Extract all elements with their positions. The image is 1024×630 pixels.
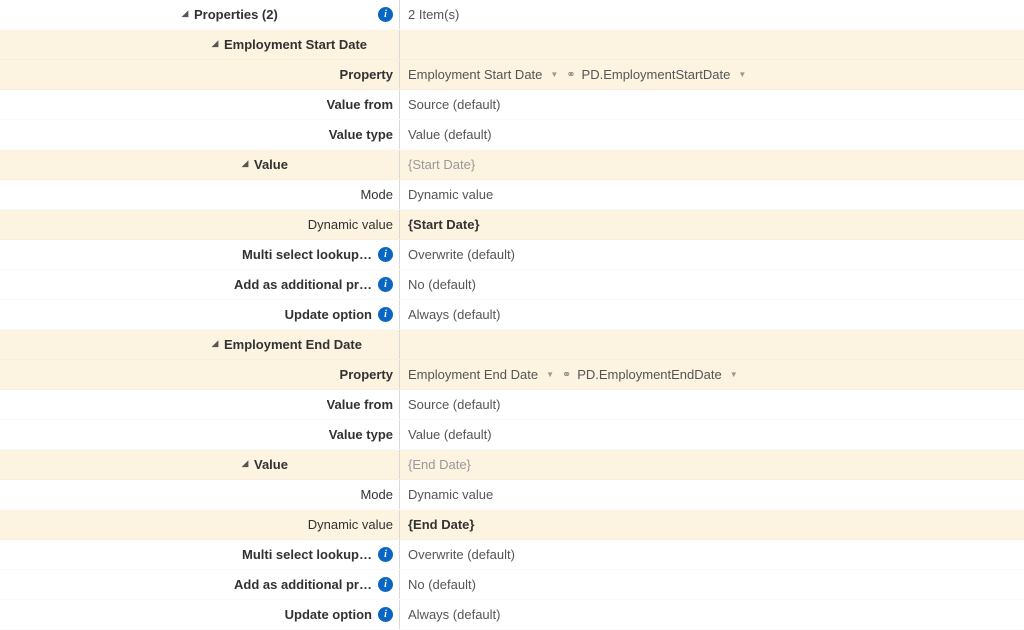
info-icon[interactable]: i	[378, 607, 393, 622]
mode-row: Mode Dynamic value	[0, 480, 1024, 510]
value-type-label: Value type	[329, 427, 393, 442]
dynamic-value-value[interactable]: {Start Date}	[408, 217, 480, 232]
dropdown-icon[interactable]: ▼	[548, 70, 560, 79]
value-type-row: Value type Value (default)	[0, 420, 1024, 450]
mode-row: Mode Dynamic value	[0, 180, 1024, 210]
value-from-row: Value from Source (default)	[0, 90, 1024, 120]
properties-count: 2 Item(s)	[408, 7, 459, 22]
section-heading-row: ◢ Employment Start Date	[0, 30, 1024, 60]
property-value-cell[interactable]: Employment End Date ▼ ⚭ PD.EmploymentEnd…	[400, 367, 1024, 382]
value-block-expander[interactable]: ◢ Value	[240, 157, 288, 172]
dropdown-icon[interactable]: ▼	[736, 70, 748, 79]
info-icon[interactable]: i	[378, 7, 393, 22]
property-display: Employment Start Date	[408, 67, 542, 82]
property-label: Property	[340, 367, 393, 382]
update-option-label: Update option	[285, 307, 372, 322]
section-heading: Employment Start Date	[224, 37, 367, 52]
dynamic-value-label: Dynamic value	[308, 517, 393, 532]
dynamic-value-row: Dynamic value {End Date}	[0, 510, 1024, 540]
multi-select-value[interactable]: Overwrite (default)	[408, 547, 515, 562]
value-from-label: Value from	[327, 397, 393, 412]
chevron-down-icon: ◢	[180, 8, 190, 19]
link-icon: ⚭	[566, 68, 575, 81]
property-row: Property Employment Start Date ▼ ⚭ PD.Em…	[0, 60, 1024, 90]
add-additional-row: Add as additional pr… i No (default)	[0, 570, 1024, 600]
property-label: Property	[340, 67, 393, 82]
value-block-expander[interactable]: ◢ Value	[240, 457, 288, 472]
property-binding: PD.EmploymentStartDate	[582, 67, 731, 82]
value-type-value[interactable]: Value (default)	[408, 427, 492, 442]
add-additional-label: Add as additional pr…	[234, 277, 372, 292]
value-from-label: Value from	[327, 97, 393, 112]
dropdown-icon[interactable]: ▼	[728, 370, 740, 379]
chevron-down-icon: ◢	[240, 458, 250, 469]
add-additional-value[interactable]: No (default)	[408, 577, 476, 592]
mode-label: Mode	[360, 487, 393, 502]
value-block-heading-row: ◢ Value {End Date}	[0, 450, 1024, 480]
update-option-label: Update option	[285, 607, 372, 622]
properties-expander[interactable]: ◢ Properties (2)	[180, 7, 278, 22]
value-block-summary: {End Date}	[408, 457, 471, 472]
value-block-heading: Value	[254, 457, 288, 472]
multi-select-label: Multi select lookup…	[242, 547, 372, 562]
value-block-summary: {Start Date}	[408, 157, 475, 172]
mode-value[interactable]: Dynamic value	[408, 487, 493, 502]
property-binding: PD.EmploymentEndDate	[577, 367, 722, 382]
section-heading: Employment End Date	[224, 337, 362, 352]
dynamic-value-label: Dynamic value	[308, 217, 393, 232]
link-icon: ⚭	[562, 368, 571, 381]
chevron-down-icon: ◢	[240, 158, 250, 169]
info-icon[interactable]: i	[378, 547, 393, 562]
value-from-value[interactable]: Source (default)	[408, 97, 501, 112]
dropdown-icon[interactable]: ▼	[544, 370, 556, 379]
multi-select-row: Multi select lookup… i Overwrite (defaul…	[0, 540, 1024, 570]
info-icon[interactable]: i	[378, 247, 393, 262]
multi-select-value[interactable]: Overwrite (default)	[408, 247, 515, 262]
mode-value[interactable]: Dynamic value	[408, 187, 493, 202]
add-additional-label: Add as additional pr…	[234, 577, 372, 592]
dynamic-value-value[interactable]: {End Date}	[408, 517, 474, 532]
value-from-row: Value from Source (default)	[0, 390, 1024, 420]
info-icon[interactable]: i	[378, 277, 393, 292]
add-additional-row: Add as additional pr… i No (default)	[0, 270, 1024, 300]
property-value-cell[interactable]: Employment Start Date ▼ ⚭ PD.EmploymentS…	[400, 67, 1024, 82]
section-heading-row: ◢ Employment End Date	[0, 330, 1024, 360]
chevron-down-icon: ◢	[210, 338, 220, 349]
mode-label: Mode	[360, 187, 393, 202]
update-option-row: Update option i Always (default)	[0, 300, 1024, 330]
update-option-value[interactable]: Always (default)	[408, 307, 500, 322]
multi-select-row: Multi select lookup… i Overwrite (defaul…	[0, 240, 1024, 270]
value-type-value[interactable]: Value (default)	[408, 127, 492, 142]
update-option-value[interactable]: Always (default)	[408, 607, 500, 622]
value-block-heading-row: ◢ Value {Start Date}	[0, 150, 1024, 180]
chevron-down-icon: ◢	[210, 38, 220, 49]
multi-select-label: Multi select lookup…	[242, 247, 372, 262]
property-row: Property Employment End Date ▼ ⚭ PD.Empl…	[0, 360, 1024, 390]
value-block-heading: Value	[254, 157, 288, 172]
property-display: Employment End Date	[408, 367, 538, 382]
properties-title: Properties (2)	[194, 7, 278, 22]
update-option-row: Update option i Always (default)	[0, 600, 1024, 630]
info-icon[interactable]: i	[378, 577, 393, 592]
value-from-value[interactable]: Source (default)	[408, 397, 501, 412]
value-type-label: Value type	[329, 127, 393, 142]
add-additional-value[interactable]: No (default)	[408, 277, 476, 292]
value-type-row: Value type Value (default)	[0, 120, 1024, 150]
info-icon[interactable]: i	[378, 307, 393, 322]
dynamic-value-row: Dynamic value {Start Date}	[0, 210, 1024, 240]
property-grid: ◢ Properties (2) i 2 Item(s) ◢ Employmen…	[0, 0, 1024, 630]
section-expander[interactable]: ◢ Employment Start Date	[210, 37, 367, 52]
section-expander[interactable]: ◢ Employment End Date	[210, 337, 362, 352]
properties-header-row: ◢ Properties (2) i 2 Item(s)	[0, 0, 1024, 30]
